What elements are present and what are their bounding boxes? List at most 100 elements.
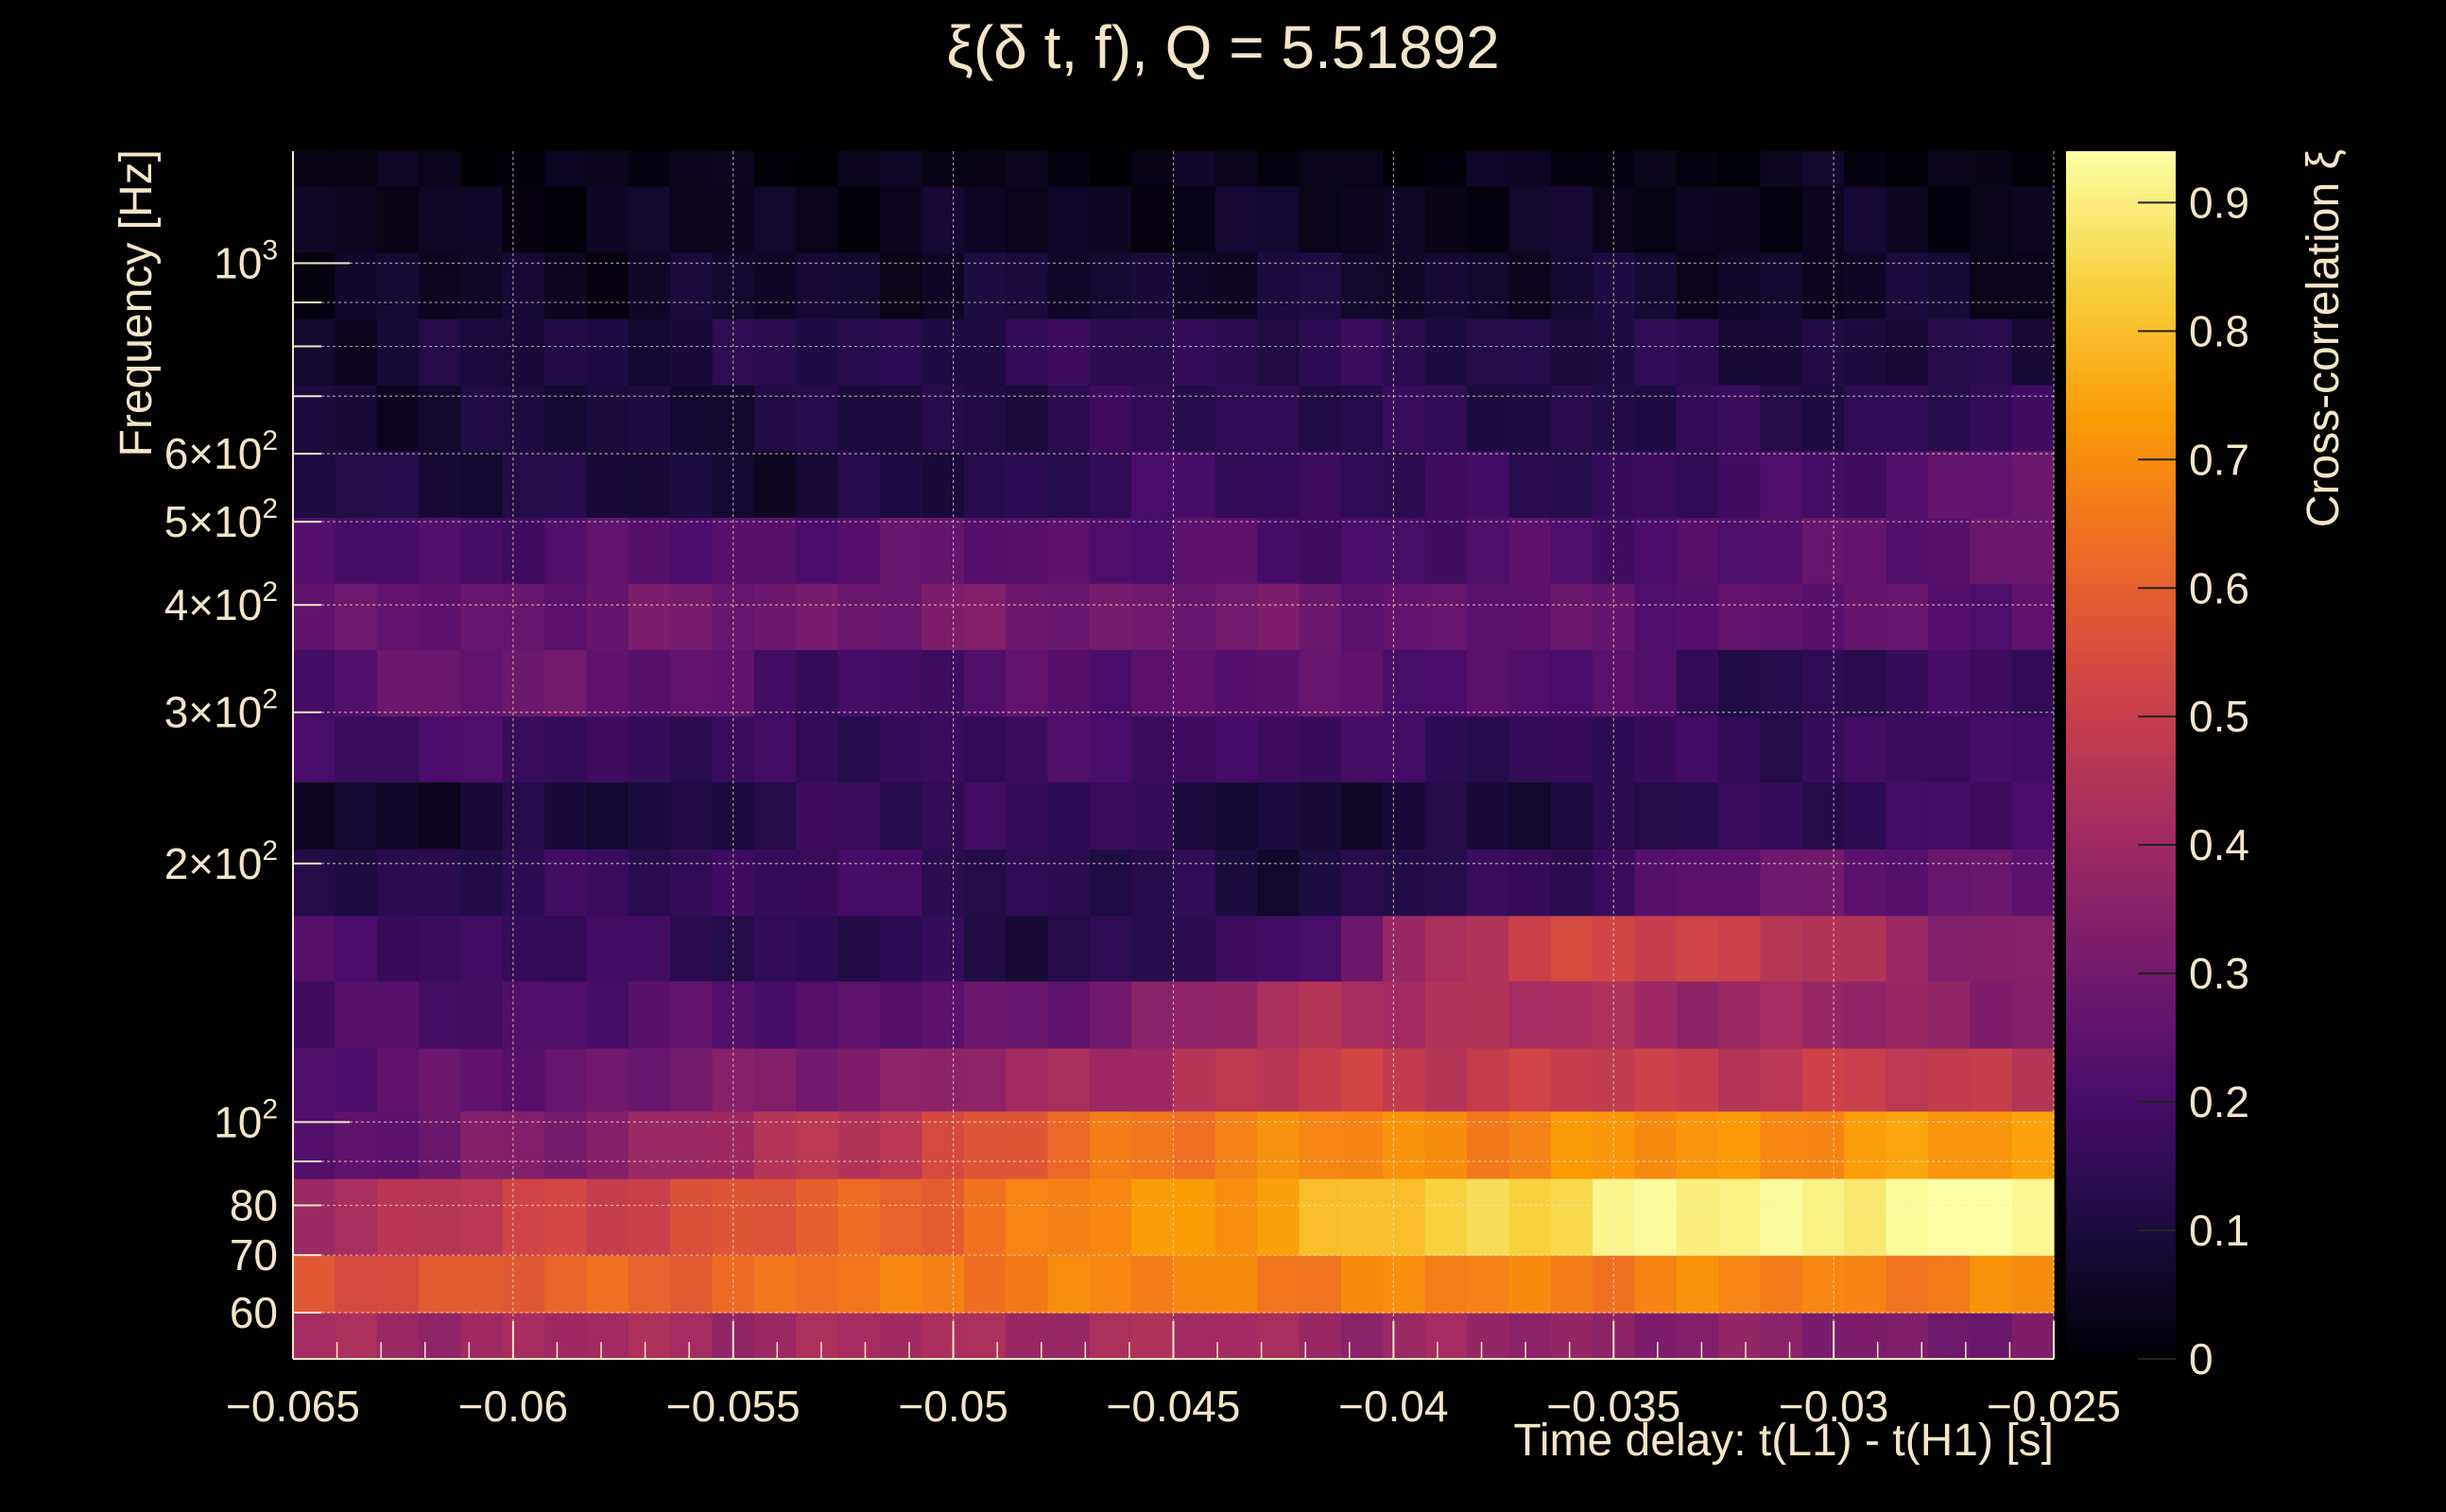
heatmap-cell <box>419 1177 462 1256</box>
heatmap-cell <box>1634 450 1678 518</box>
heatmap-cell <box>1927 649 1971 717</box>
colorbar-tick-label: 0.2 <box>2189 1077 2249 1126</box>
colorbar-segment <box>2066 296 2176 303</box>
heatmap-cell <box>544 649 588 717</box>
heatmap-cell <box>963 251 1007 319</box>
heatmap-cell <box>376 1255 420 1314</box>
heatmap-cell <box>1970 715 2013 782</box>
colorbar-segment <box>2066 887 2176 895</box>
heatmap-cell <box>1508 981 1552 1049</box>
heatmap-cell <box>1676 517 1719 584</box>
heatmap-cell <box>1508 583 1552 650</box>
heatmap-cell <box>1257 583 1301 650</box>
heatmap-cell <box>1676 151 1719 187</box>
colorbar-segment <box>2066 483 2176 490</box>
heatmap-cell <box>1131 915 1175 982</box>
heatmap-cell <box>1214 782 1258 850</box>
heatmap-cell <box>1173 782 1216 850</box>
heatmap-cell <box>1886 981 1929 1049</box>
heatmap-cell <box>1006 318 1049 386</box>
heatmap-cell <box>1844 517 1887 584</box>
heatmap-cell <box>712 1047 755 1112</box>
heatmap-cell <box>1886 1255 1929 1314</box>
colorbar-segment <box>2066 803 2176 811</box>
heatmap-cell <box>1718 583 1762 650</box>
colorbar-segment <box>2066 851 2176 859</box>
heatmap-cell <box>880 450 922 518</box>
heatmap-cell <box>1676 1110 1719 1179</box>
heatmap-cell <box>1970 915 2013 982</box>
x-tick-label: −0.03 <box>1779 1382 1888 1431</box>
heatmap-cell <box>1089 649 1132 717</box>
heatmap-cell <box>2011 782 2055 850</box>
heatmap-cell <box>1508 1110 1552 1179</box>
heatmap-cell <box>376 849 420 917</box>
x-tick-label: −0.06 <box>458 1382 568 1431</box>
heatmap-cell <box>1299 1047 1342 1112</box>
heatmap-cell <box>837 185 881 253</box>
heatmap-cell <box>1047 1110 1091 1179</box>
heatmap-cell <box>1718 849 1762 917</box>
colorbar-segment <box>2066 984 2176 992</box>
heatmap-cell <box>1089 981 1132 1049</box>
heatmap-cell <box>1299 849 1342 917</box>
heatmap-cell <box>1760 583 1803 650</box>
heatmap-cell <box>1970 1255 2013 1314</box>
colorbar-segment <box>2066 930 2176 937</box>
heatmap-cell <box>1927 251 1971 319</box>
heatmap-cell <box>1718 715 1762 782</box>
heatmap-cell <box>1634 583 1678 650</box>
colorbar-segment <box>2066 966 2176 973</box>
heatmap-cell <box>1340 849 1384 917</box>
heatmap-cell <box>293 715 336 782</box>
colorbar-segment <box>2066 217 2176 225</box>
colorbar-segment <box>2066 1298 2176 1306</box>
heatmap-cell <box>1927 1313 1971 1360</box>
heatmap-cell <box>419 849 462 917</box>
heatmap-cell <box>419 1047 462 1112</box>
heatmap-cell <box>1760 318 1803 386</box>
heatmap-cell <box>1634 1313 1678 1360</box>
heatmap-cell <box>460 318 504 386</box>
heatmap-cell <box>1593 1047 1636 1112</box>
heatmap-cell <box>1214 915 1258 982</box>
heatmap-cell <box>1844 151 1887 187</box>
heatmap-cell <box>1634 1255 1678 1314</box>
heatmap-cell <box>544 1110 588 1179</box>
heatmap-cell <box>2011 185 2055 253</box>
heatmap-cell <box>1970 450 2013 518</box>
heatmap-cell <box>922 1255 965 1314</box>
heatmap-cell <box>1550 782 1593 850</box>
heatmap-cell <box>670 849 714 917</box>
heatmap-cell <box>419 151 462 187</box>
heatmap-cell <box>1844 1047 1887 1112</box>
heatmap-cell <box>880 649 922 717</box>
heatmap-cell <box>293 915 336 982</box>
heatmap-cell <box>1634 915 1678 982</box>
heatmap-cell <box>1131 1255 1175 1314</box>
colorbar-tick-label: 0.7 <box>2189 435 2249 484</box>
heatmap-cell <box>922 715 965 782</box>
colorbar-segment <box>2066 706 2176 714</box>
colorbar-segment <box>2066 1329 2176 1336</box>
heatmap-cell <box>1801 251 1845 319</box>
heatmap-cell <box>293 1313 336 1360</box>
heatmap-cell <box>963 385 1007 452</box>
colorbar-segment <box>2066 501 2176 508</box>
heatmap-cell <box>922 1177 965 1256</box>
colorbar-segment <box>2066 900 2176 907</box>
heatmap-cell <box>1760 1110 1803 1179</box>
heatmap-cell <box>586 1177 629 1256</box>
heatmap-cell <box>1173 915 1216 982</box>
heatmap-cell <box>1676 318 1719 386</box>
colorbar-segment <box>2066 761 2176 768</box>
colorbar-segment <box>2066 1304 2176 1312</box>
colorbar-segment <box>2066 284 2176 291</box>
colorbar-segment <box>2066 990 2176 998</box>
colorbar-label: Cross-correlation ξ <box>2299 149 2349 527</box>
heatmap-cell <box>1006 1110 1049 1179</box>
heatmap-cell <box>460 1047 504 1112</box>
colorbar-tick-label: 0 <box>2189 1334 2213 1383</box>
heatmap-cell <box>1634 251 1678 319</box>
colorbar-segment <box>2066 157 2176 164</box>
